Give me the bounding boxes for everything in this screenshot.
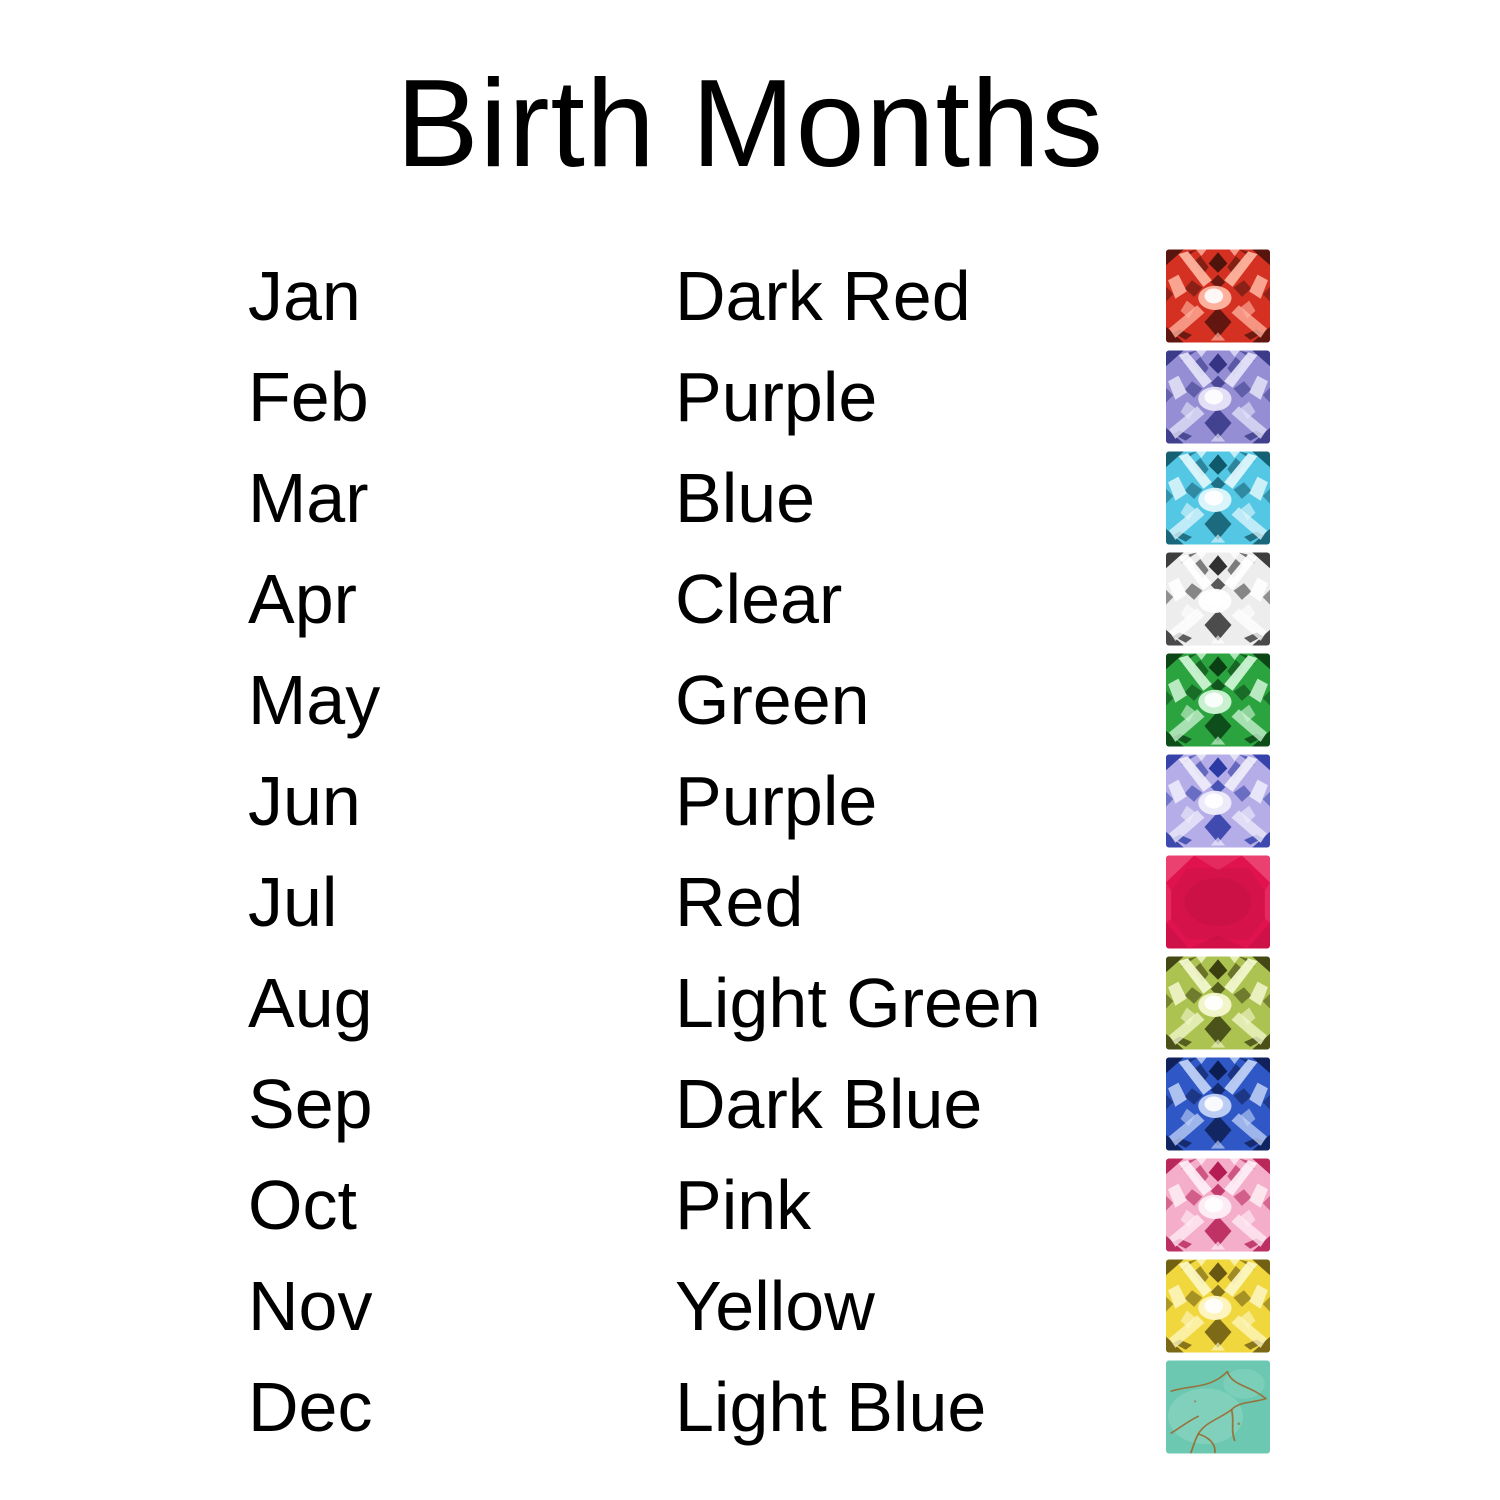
amethyst-gem [1166, 350, 1270, 443]
month-label: Jan [248, 256, 361, 335]
month-label: Sep [248, 1064, 373, 1143]
color-name-label: Dark Blue [675, 1064, 983, 1143]
table-row: Feb Purple [0, 346, 1500, 447]
month-label: Jul [248, 862, 338, 941]
month-label: Mar [248, 458, 369, 537]
month-label: Dec [248, 1367, 373, 1446]
color-name-label: Light Blue [675, 1367, 987, 1446]
diamond-gem [1166, 552, 1270, 645]
table-row: Jul Red [0, 851, 1500, 952]
color-name-label: Blue [675, 458, 816, 537]
page-title: Birth Months [395, 55, 1105, 193]
table-row: Mar Blue [0, 447, 1500, 548]
alexandrite-gem [1166, 754, 1270, 847]
table-row: Jun Purple [0, 750, 1500, 851]
table-row: Jan Dark Red [0, 245, 1500, 346]
topaz-gem [1166, 1259, 1270, 1352]
gem-swatch [1166, 1158, 1270, 1251]
birthstone-table: Jan Dark Red Feb Purple Mar Blue Apr Clear May Gr… [0, 245, 1500, 1457]
color-name-label: Dark Red [675, 256, 971, 335]
table-row: Nov Yellow [0, 1255, 1500, 1356]
gem-swatch [1166, 956, 1270, 1049]
tourmaline-gem [1166, 1158, 1270, 1251]
table-row: Sep Dark Blue [0, 1053, 1500, 1154]
gem-swatch [1166, 754, 1270, 847]
peridot-gem [1166, 956, 1270, 1049]
gem-swatch [1166, 451, 1270, 544]
color-name-label: Pink [675, 1165, 812, 1244]
gem-swatch [1166, 350, 1270, 443]
color-name-label: Light Green [675, 963, 1041, 1042]
color-name-label: Purple [675, 761, 878, 840]
ruby-gem [1166, 855, 1270, 948]
gem-swatch [1166, 1057, 1270, 1150]
garnet-gem [1166, 249, 1270, 342]
month-label: Apr [248, 559, 357, 638]
gem-swatch [1166, 653, 1270, 746]
month-label: Nov [248, 1266, 373, 1345]
color-name-label: Yellow [675, 1266, 875, 1345]
table-row: Aug Light Green [0, 952, 1500, 1053]
color-name-label: Green [675, 660, 870, 739]
color-name-label: Clear [675, 559, 843, 638]
aquamarine-gem [1166, 451, 1270, 544]
month-label: May [248, 660, 381, 739]
turquoise-gem [1166, 1360, 1270, 1453]
gem-swatch [1166, 1360, 1270, 1453]
month-label: Feb [248, 357, 369, 436]
gem-swatch [1166, 855, 1270, 948]
month-label: Jun [248, 761, 361, 840]
month-label: Oct [248, 1165, 357, 1244]
gem-swatch [1166, 552, 1270, 645]
sapphire-gem [1166, 1057, 1270, 1150]
color-name-label: Purple [675, 357, 878, 436]
table-row: Dec Light Blue [0, 1356, 1500, 1457]
table-row: May Green [0, 649, 1500, 750]
table-row: Apr Clear [0, 548, 1500, 649]
color-name-label: Red [675, 862, 804, 941]
month-label: Aug [248, 963, 373, 1042]
gem-swatch [1166, 1259, 1270, 1352]
gem-swatch [1166, 249, 1270, 342]
table-row: Oct Pink [0, 1154, 1500, 1255]
emerald-gem [1166, 653, 1270, 746]
